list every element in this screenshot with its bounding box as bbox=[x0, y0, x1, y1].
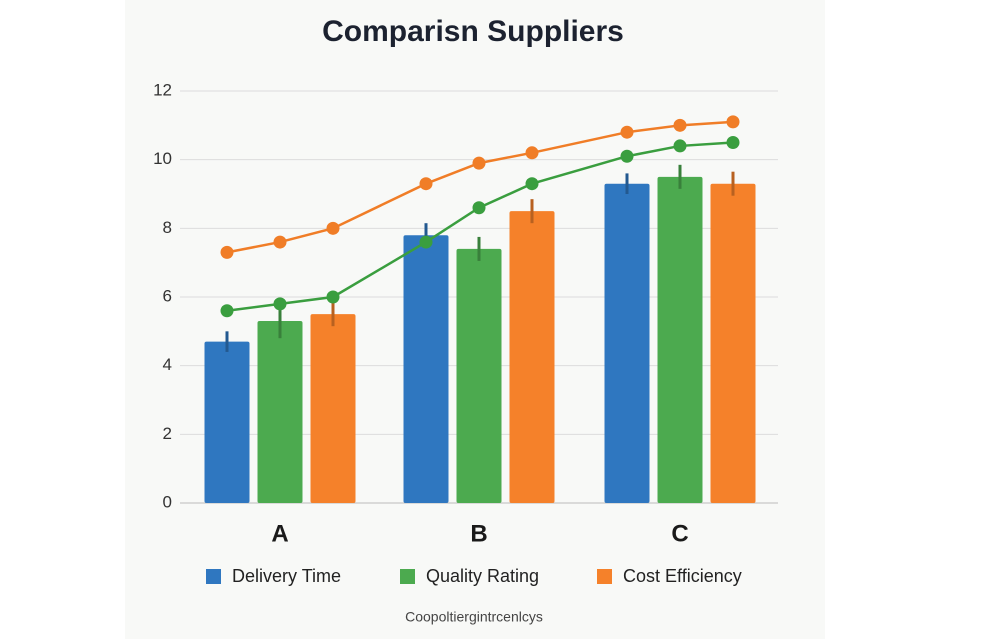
line-point bbox=[620, 125, 634, 139]
legend-swatch bbox=[206, 569, 221, 584]
line-point bbox=[326, 290, 340, 304]
y-tick-label: 8 bbox=[163, 218, 172, 237]
line-point bbox=[673, 118, 687, 132]
line-point bbox=[726, 115, 740, 129]
line-point bbox=[220, 304, 234, 318]
y-tick-label: 12 bbox=[153, 80, 172, 99]
line-point bbox=[326, 221, 340, 235]
legend-swatch bbox=[400, 569, 415, 584]
x-tick-label: A bbox=[271, 520, 288, 547]
y-tick-label: 2 bbox=[163, 424, 172, 443]
x-tick-label: C bbox=[671, 520, 688, 547]
y-tick-label: 6 bbox=[163, 286, 172, 305]
bar bbox=[604, 183, 650, 503]
line-point bbox=[419, 235, 433, 249]
bar bbox=[257, 321, 303, 503]
legend-swatch bbox=[597, 569, 612, 584]
bar bbox=[403, 235, 449, 503]
line-point bbox=[472, 201, 486, 215]
bar bbox=[310, 314, 356, 503]
line-point bbox=[620, 149, 634, 163]
line-point bbox=[673, 139, 687, 153]
y-tick-label: 10 bbox=[153, 149, 172, 168]
legend-label: Delivery Time bbox=[232, 566, 341, 586]
line-point bbox=[419, 177, 433, 191]
y-tick-label: 0 bbox=[163, 492, 172, 511]
bar bbox=[204, 341, 250, 503]
y-tick-label: 4 bbox=[163, 355, 172, 374]
line-point bbox=[472, 156, 486, 170]
bar bbox=[456, 248, 502, 503]
line-point bbox=[525, 146, 539, 160]
bar bbox=[509, 211, 555, 503]
chart-title: Comparisn Suppliers bbox=[322, 15, 624, 48]
bar bbox=[657, 176, 703, 504]
legend-label: Quality Rating bbox=[426, 566, 539, 586]
line-point bbox=[220, 245, 234, 259]
legend-label: Cost Efficiency bbox=[623, 566, 742, 586]
line-point bbox=[726, 136, 740, 149]
footer: Coopoltiergintrcenlcys bbox=[405, 609, 543, 625]
line-point bbox=[525, 177, 539, 191]
line-point bbox=[273, 297, 287, 311]
bar bbox=[710, 183, 756, 503]
line-point bbox=[273, 235, 287, 249]
x-tick-label: B bbox=[470, 520, 487, 547]
